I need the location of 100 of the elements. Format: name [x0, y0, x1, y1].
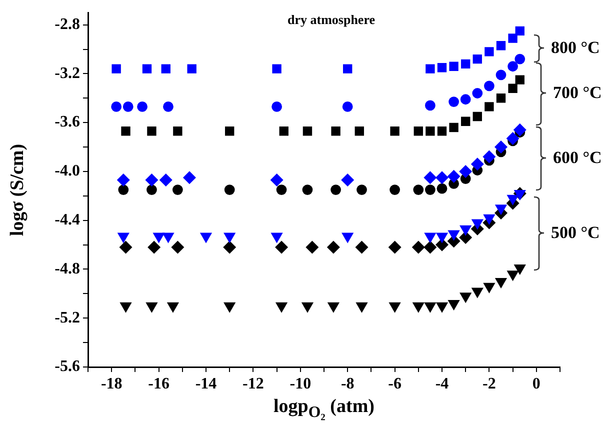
x-axis-title: logp$_{O₂}$ (atm): [274, 396, 374, 422]
point: [117, 232, 130, 244]
point: [270, 174, 284, 187]
point: [514, 54, 526, 64]
point: [483, 214, 496, 225]
point: [449, 62, 458, 71]
point: [460, 225, 472, 236]
y-tick-label: -4.0: [54, 162, 80, 180]
point: [508, 34, 518, 43]
point: [436, 302, 448, 313]
point: [270, 232, 283, 244]
point: [424, 171, 437, 184]
point: [472, 88, 483, 98]
point: [448, 96, 459, 108]
x-tick-label: -12: [242, 376, 264, 393]
point: [515, 26, 524, 36]
point: [424, 302, 436, 313]
point: [437, 62, 447, 72]
point: [514, 190, 526, 200]
point: [272, 64, 282, 74]
point: [425, 184, 436, 195]
x-tick-label: -2: [482, 376, 496, 393]
y-tick-label: -5.6: [54, 358, 80, 376]
point: [514, 264, 526, 276]
point: [413, 184, 424, 195]
x-tick-label: -10: [290, 376, 312, 393]
x-tick-label: -18: [100, 376, 122, 393]
y-tick-label: -2.8: [54, 16, 80, 33]
point: [412, 240, 425, 254]
point: [145, 174, 158, 187]
point: [508, 61, 518, 72]
point: [437, 126, 447, 136]
point: [483, 282, 496, 294]
point: [496, 41, 506, 50]
y-tick-label: -4.4: [54, 211, 80, 228]
point: [326, 240, 340, 254]
point: [225, 126, 234, 136]
point: [182, 171, 196, 184]
point: [461, 59, 470, 69]
point: [112, 64, 121, 74]
point: [172, 184, 183, 195]
point: [147, 126, 156, 136]
point: [302, 184, 313, 195]
point: [461, 116, 470, 126]
point: [471, 288, 484, 298]
point: [355, 240, 368, 254]
point: [470, 158, 484, 171]
point: [513, 123, 526, 136]
chart-title: dry atmosphere: [288, 12, 376, 28]
point: [356, 302, 368, 313]
point: [471, 219, 484, 230]
annotation: 800 °C: [551, 38, 600, 58]
point: [436, 232, 448, 244]
point: [223, 240, 236, 254]
point: [436, 183, 448, 194]
point: [354, 126, 364, 136]
point: [343, 64, 352, 74]
point: [137, 102, 148, 112]
point: [302, 126, 312, 136]
point: [118, 184, 129, 195]
annotation: 700 °C: [553, 83, 602, 103]
point: [484, 80, 494, 92]
point: [459, 164, 472, 178]
point: [272, 102, 282, 112]
point: [496, 94, 506, 103]
annotation: 600 °C: [553, 148, 602, 168]
point: [146, 302, 158, 313]
point: [121, 126, 130, 136]
point: [275, 302, 288, 313]
point: [494, 140, 508, 154]
x-tick-label: -4: [435, 376, 449, 393]
point: [424, 232, 436, 244]
point: [449, 122, 458, 132]
point: [148, 240, 161, 254]
point: [506, 270, 519, 282]
point: [342, 102, 353, 112]
point: [327, 302, 340, 313]
y-tick-label: -5.2: [54, 309, 80, 326]
x-tick-label: -6: [388, 376, 402, 393]
point: [448, 230, 460, 241]
point: [276, 184, 287, 195]
point: [390, 184, 400, 195]
x-tick-label: -14: [195, 376, 217, 393]
point: [494, 204, 508, 216]
point: [460, 292, 472, 304]
point: [482, 150, 496, 164]
point: [426, 126, 435, 136]
point: [279, 126, 288, 136]
point: [331, 126, 340, 136]
point: [187, 64, 196, 74]
point: [122, 102, 134, 112]
point: [356, 184, 367, 195]
point: [224, 232, 236, 244]
point: [341, 174, 354, 187]
point: [424, 240, 437, 254]
point: [484, 47, 494, 56]
point: [200, 232, 212, 244]
point: [301, 302, 314, 313]
point: [494, 278, 508, 288]
point: [166, 302, 180, 313]
